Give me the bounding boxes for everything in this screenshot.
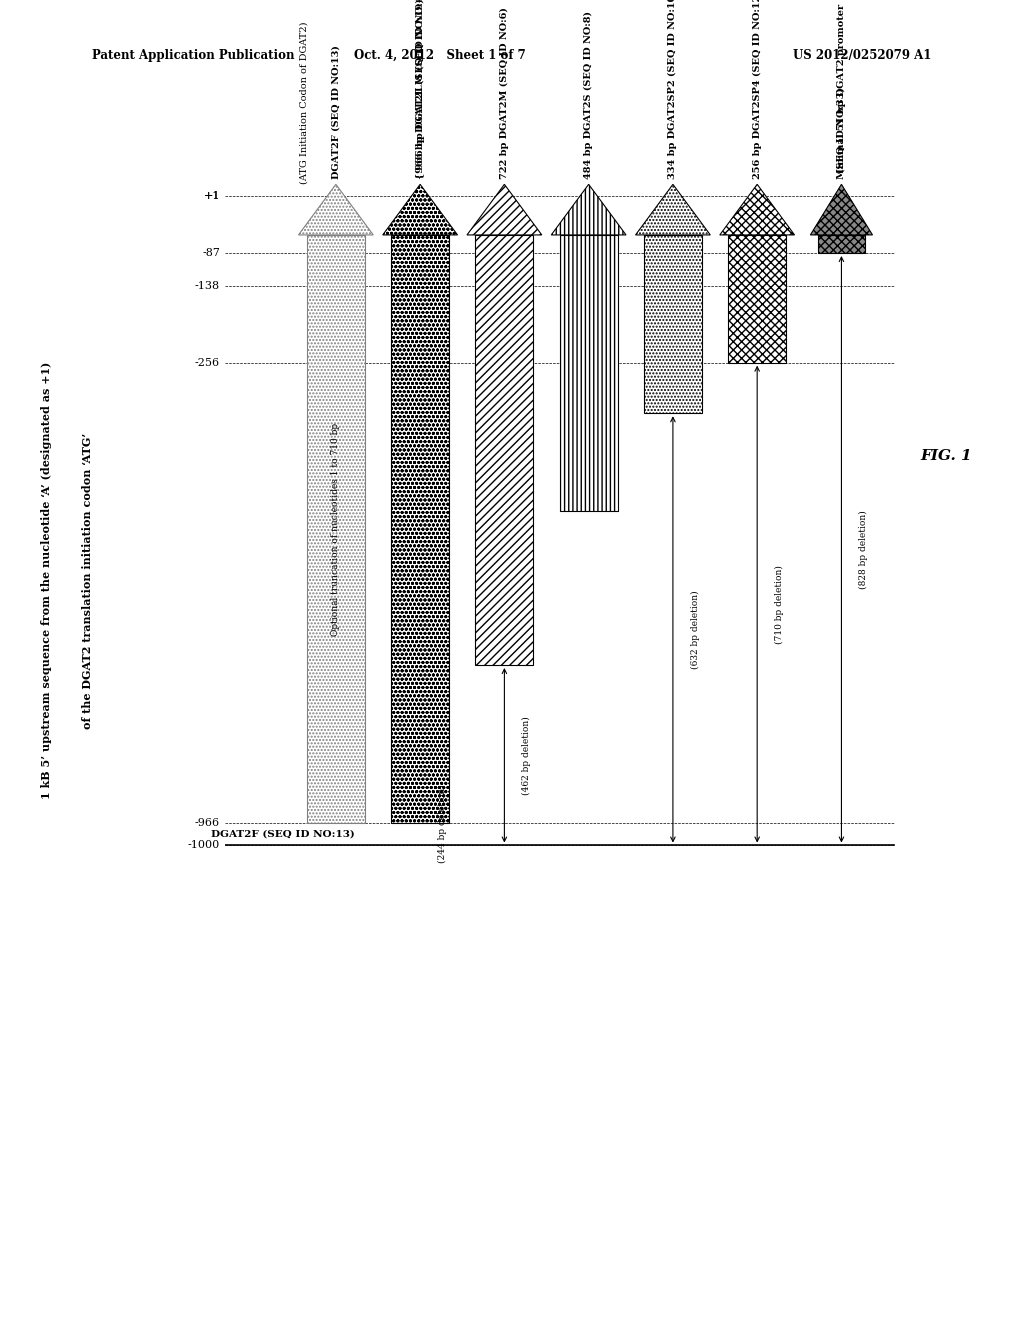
Bar: [307, 235, 365, 824]
Polygon shape: [810, 185, 872, 235]
Text: +1: +1: [204, 191, 220, 201]
Text: DGAT2F (SEQ ID NO:13): DGAT2F (SEQ ID NO:13): [332, 45, 340, 180]
Text: (632 bp deletion): (632 bp deletion): [691, 590, 700, 669]
Text: (828 bp deletion): (828 bp deletion): [859, 510, 868, 589]
Text: -87: -87: [202, 248, 220, 259]
Text: 966 bp DGAT2LM (SEQ ID NO:4)}: 966 bp DGAT2LM (SEQ ID NO:4)}: [416, 0, 425, 173]
Bar: [560, 235, 617, 511]
Bar: [475, 235, 534, 665]
Polygon shape: [383, 185, 458, 235]
Bar: [818, 235, 865, 253]
Text: Minimal 51 bp DGAT2 promoter: Minimal 51 bp DGAT2 promoter: [837, 4, 846, 180]
Text: (ATG Initiation Codon of DGAT2): (ATG Initiation Codon of DGAT2): [300, 21, 309, 183]
Polygon shape: [551, 185, 626, 235]
Text: (SEQ ID NO:33): (SEQ ID NO:33): [837, 87, 846, 173]
Text: DGAT2F (SEQ ID NO:13): DGAT2F (SEQ ID NO:13): [211, 830, 355, 840]
Text: 1 kB 5’ upstream sequence from the nucleotide ‘A’ (designated as +1): 1 kB 5’ upstream sequence from the nucle…: [41, 362, 51, 800]
Polygon shape: [636, 185, 711, 235]
Text: (710 bp deletion): (710 bp deletion): [775, 565, 784, 644]
Text: 256 bp DGAT2SP4 (SEQ ID NO:12): 256 bp DGAT2SP4 (SEQ ID NO:12): [753, 0, 762, 180]
Text: -1000: -1000: [187, 841, 220, 850]
Text: (244 bp deletion): (244 bp deletion): [438, 784, 447, 863]
Bar: [391, 235, 450, 824]
Polygon shape: [467, 185, 542, 235]
Text: FIG. 1: FIG. 1: [921, 449, 972, 463]
Text: 722 bp DGAT2M (SEQ ID NO:6): 722 bp DGAT2M (SEQ ID NO:6): [500, 8, 509, 180]
Text: US 2012/0252079 A1: US 2012/0252079 A1: [794, 49, 932, 62]
Text: Oct. 4, 2012   Sheet 1 of 7: Oct. 4, 2012 Sheet 1 of 7: [354, 49, 526, 62]
Polygon shape: [720, 185, 795, 235]
Text: Optional truncation of nucleotides 1 to 710 bp: Optional truncation of nucleotides 1 to …: [332, 422, 340, 636]
Text: -138: -138: [195, 281, 220, 292]
Text: 484 bp DGAT2S (SEQ ID NO:8): 484 bp DGAT2S (SEQ ID NO:8): [584, 11, 593, 180]
Text: +1: +1: [204, 191, 220, 201]
Text: -256: -256: [195, 358, 220, 368]
Bar: [728, 235, 786, 363]
Text: {966 bp DGAT2L (SEQ ID NO:19) and: {966 bp DGAT2L (SEQ ID NO:19) and: [416, 0, 425, 180]
Text: Patent Application Publication: Patent Application Publication: [92, 49, 295, 62]
Polygon shape: [298, 185, 374, 235]
Bar: [644, 235, 701, 413]
Text: 334 bp DGAT2SP2 (SEQ ID NO:10): 334 bp DGAT2SP2 (SEQ ID NO:10): [669, 0, 678, 180]
Text: of the DGAT2 translation initiation codon ‘ATG’: of the DGAT2 translation initiation codo…: [82, 433, 92, 729]
Text: -966: -966: [195, 818, 220, 829]
Text: (462 bp deletion): (462 bp deletion): [522, 715, 531, 795]
